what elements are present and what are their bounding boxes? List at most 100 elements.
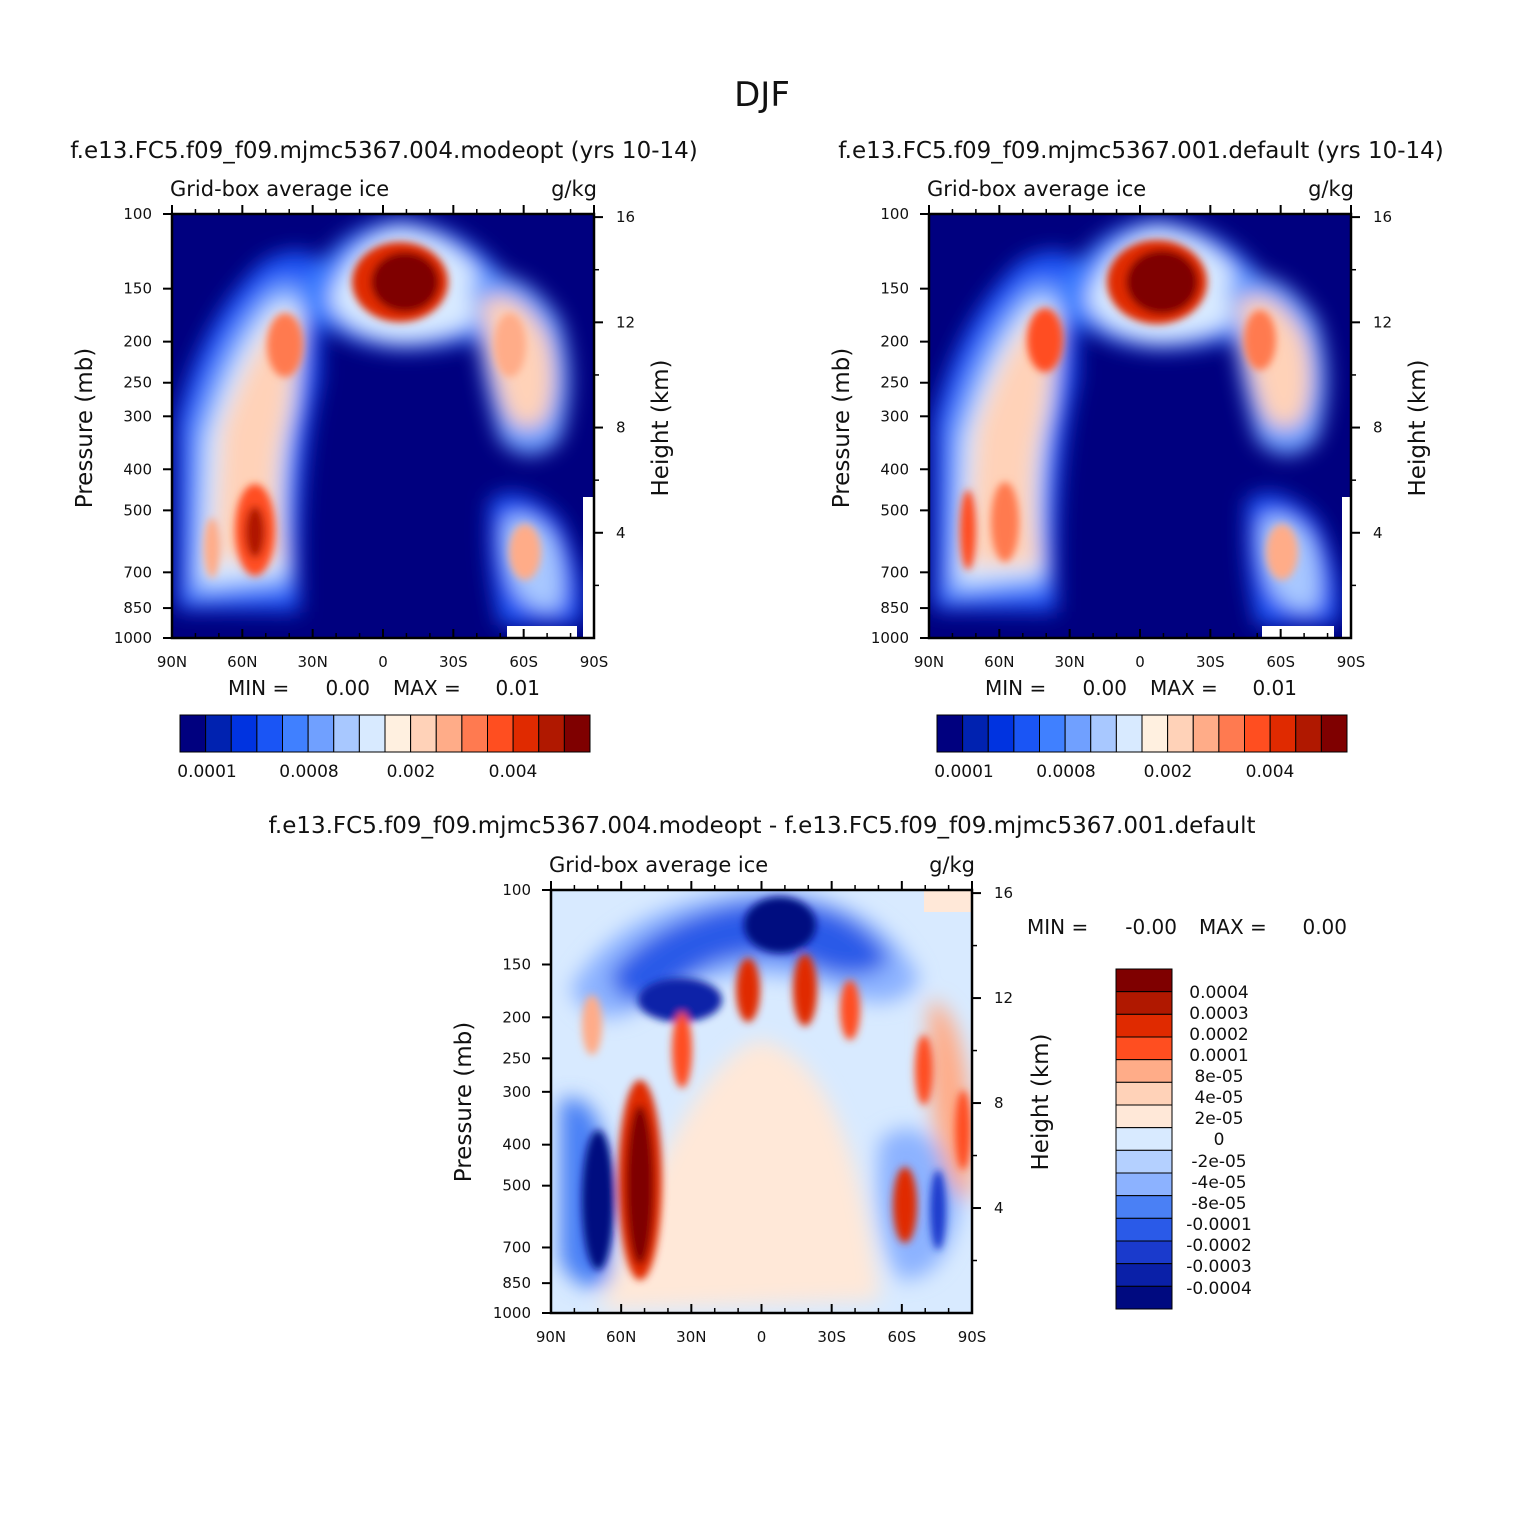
panel-modeopt: Grid-box average ice g/kg — [72, 177, 674, 782]
x-tick-label: 0 — [757, 1328, 767, 1346]
y-axis-right-title: Height (km) — [1028, 1033, 1054, 1170]
y-tick-label: 700 — [502, 1238, 531, 1256]
colorbar — [179, 714, 591, 753]
y-tick-label: 300 — [880, 407, 909, 425]
y-tick-label: 250 — [502, 1049, 531, 1067]
min-label: MIN = — [1027, 915, 1088, 939]
y-tick-label: 200 — [502, 1008, 531, 1026]
colorbar-swatch — [1115, 1149, 1173, 1174]
colorbar-swatch — [256, 714, 283, 753]
colorbar-tick-label: 0.0001 — [934, 762, 993, 782]
colorbar-swatch — [1115, 1127, 1173, 1151]
y-right-tick-label: 16 — [994, 884, 1013, 902]
panel-units-label: g/kg — [551, 177, 597, 201]
colorbar-swatch — [1141, 714, 1169, 753]
colorbar-tick-label: -0.0003 — [1186, 1257, 1252, 1277]
x-tick-label: 90N — [914, 653, 944, 671]
x-tick-label: 60N — [606, 1328, 636, 1346]
colorbar-tick-label: 0.0003 — [1189, 1004, 1248, 1024]
colorbar-swatch — [1192, 714, 1220, 753]
x-axis: 90N 60N 30N 0 30S 60S 90S — [914, 205, 1365, 671]
y-tick-label: 150 — [880, 280, 909, 298]
y-tick-label: 400 — [502, 1136, 531, 1154]
colorbar-swatch — [1244, 714, 1271, 753]
panel-difference: Grid-box average ice g/kg — [451, 853, 1347, 1346]
contour-field — [551, 890, 972, 1313]
y-tick-label: 250 — [123, 374, 152, 392]
y-tick-label: 500 — [123, 501, 152, 519]
min-value: -0.00 — [1125, 915, 1177, 939]
colorbar-tick-label: -0.0001 — [1186, 1215, 1252, 1235]
colorbar-tick-label: 2e-05 — [1194, 1109, 1243, 1129]
colorbar-swatch — [1115, 1195, 1173, 1219]
y-right-tick-label: 4 — [994, 1199, 1004, 1217]
colorbar-tick-label: 0.0008 — [279, 762, 338, 782]
colorbar-swatch — [1167, 714, 1194, 753]
colorbar-swatch — [333, 714, 360, 753]
y-tick-label: 300 — [123, 407, 152, 425]
colorbar-tick-label: -0.0002 — [1186, 1236, 1252, 1256]
colorbar-tick-label: -4e-05 — [1191, 1173, 1246, 1193]
colorbar-swatch — [282, 714, 309, 753]
colorbar-swatch — [1115, 1217, 1173, 1242]
colorbar-swatch — [435, 714, 463, 753]
x-axis: 90N 60N 30N 0 30S 60S 90S — [157, 205, 608, 671]
y-right-tick-label: 12 — [616, 313, 635, 331]
y-tick-label: 850 — [502, 1274, 531, 1292]
y-right-tick-label: 12 — [1373, 313, 1392, 331]
y-tick-label: 500 — [880, 501, 909, 519]
colorbar-swatch — [1269, 714, 1297, 753]
colorbar-swatch — [1115, 991, 1173, 1015]
colorbar-tick-label: 0.0004 — [1189, 983, 1248, 1003]
colorbar-swatch — [461, 714, 488, 753]
colorbar-swatch — [1115, 1172, 1173, 1197]
y-tick-label: 100 — [123, 205, 152, 223]
colorbar-swatch — [410, 714, 437, 753]
colorbar-tick-label: -2e-05 — [1191, 1152, 1246, 1172]
x-tick-label: 30N — [1055, 653, 1085, 671]
colorbar-swatch — [1115, 1104, 1173, 1129]
y-tick-label: 250 — [880, 374, 909, 392]
difference-panel-title: f.e13.FC5.f09_f09.mjmc5367.004.modeopt -… — [268, 813, 1255, 839]
y-axis: 100 150 200 250 300 400 500 700 850 1000 — [114, 205, 172, 647]
y-axis-right: 16 12 8 4 — [1351, 208, 1392, 587]
figure-title: DJF — [734, 75, 790, 115]
panel-variable-label: Grid-box average ice — [927, 177, 1146, 201]
y-right-tick-label: 16 — [616, 208, 635, 226]
x-tick-label: 30N — [676, 1328, 706, 1346]
y-tick-label: 850 — [123, 599, 152, 617]
y-right-tick-label: 4 — [1373, 524, 1383, 542]
colorbar-tick-label: -8e-05 — [1191, 1194, 1246, 1214]
colorbar-swatch — [230, 714, 258, 753]
colorbar-swatch — [1115, 1059, 1173, 1083]
max-value: 0.01 — [495, 676, 540, 700]
y-axis-right: 16 12 8 4 — [594, 208, 635, 587]
x-axis: 90N 60N 30N 0 30S 60S 90S — [536, 881, 986, 1346]
colorbar-swatch — [1115, 1263, 1173, 1287]
min-value: 0.00 — [1082, 676, 1127, 700]
left-panel-title: f.e13.FC5.f09_f09.mjmc5367.004.modeopt (… — [70, 138, 698, 164]
x-tick-label: 30S — [1196, 653, 1225, 671]
colorbar-tick-label: 0.002 — [387, 762, 436, 782]
colorbar-swatch — [1115, 1013, 1173, 1038]
x-tick-label: 30S — [817, 1328, 846, 1346]
colorbar-tick-label: 0.002 — [1144, 762, 1193, 782]
y-tick-label: 850 — [880, 599, 909, 617]
colorbar-swatch — [307, 714, 335, 753]
colorbar-tick-label: 8e-05 — [1194, 1067, 1243, 1087]
colorbar-swatch — [1115, 714, 1143, 753]
panel-variable-label: Grid-box average ice — [549, 853, 768, 877]
y-tick-label: 300 — [502, 1083, 531, 1101]
max-label: MAX = — [1199, 915, 1267, 939]
colorbar-swatch — [512, 714, 540, 753]
y-axis-right-title: Height (km) — [648, 359, 674, 496]
colorbar-swatch — [1320, 714, 1348, 753]
min-label: MIN = — [985, 676, 1046, 700]
y-tick-label: 400 — [123, 460, 152, 478]
x-tick-label: 0 — [378, 653, 388, 671]
y-tick-label: 200 — [880, 333, 909, 351]
colorbar-labels: 0.0004 0.0003 0.0002 0.0001 8e-05 4e-05 … — [1186, 983, 1252, 1299]
y-right-tick-label: 8 — [1373, 419, 1383, 437]
colorbar-tick-label: 0.0008 — [1036, 762, 1095, 782]
y-tick-label: 700 — [880, 563, 909, 581]
